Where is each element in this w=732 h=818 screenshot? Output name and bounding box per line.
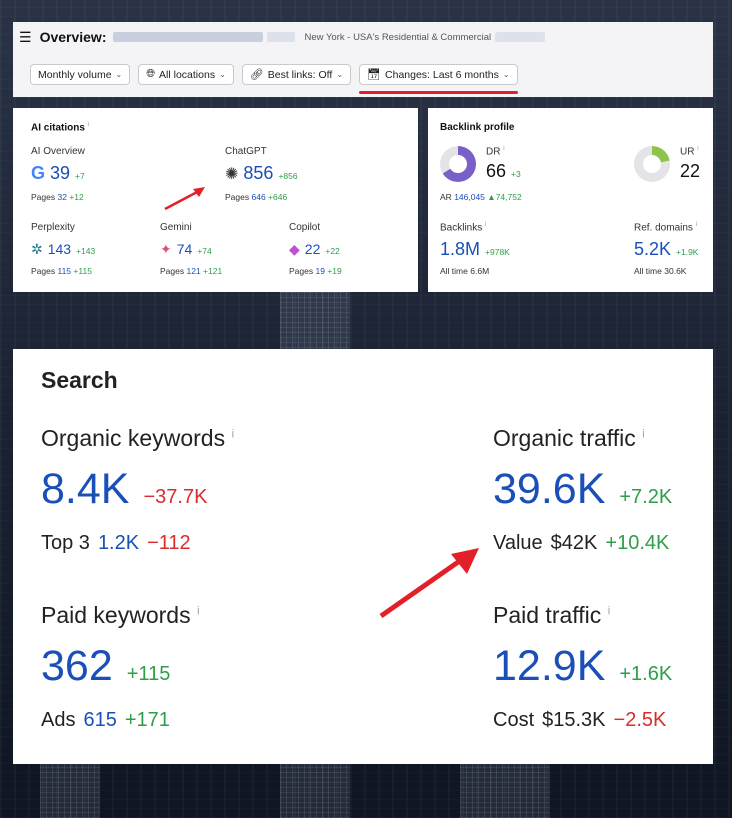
dr-label: DR i <box>486 146 505 158</box>
organic-traffic-value[interactable]: 39.6K +7.2K <box>493 465 673 513</box>
paid-traffic-value[interactable]: 12.9K +1.6K <box>493 642 673 690</box>
paid-traffic-label: Paid traffic i <box>493 602 611 628</box>
ref-domains-label: Ref. domains i <box>634 222 698 234</box>
redacted-text <box>495 32 546 42</box>
locations-dropdown[interactable]: 🌐︎ All locations ⌄ <box>138 64 234 85</box>
info-icon: i <box>196 603 200 618</box>
chevron-down-icon: ⌄ <box>502 70 510 79</box>
overview-title: Overview: <box>39 29 107 45</box>
organic-traffic-value-row: Value $42K +10.4K <box>493 532 670 554</box>
copilot-label: Copilot <box>289 222 321 233</box>
monthly-volume-dropdown[interactable]: Monthly volume ⌄ <box>30 64 131 85</box>
backlinks-label: Backlinks i <box>440 222 487 234</box>
ahrefs-overview-panel: ☰ Overview: New York - USA's Residential… <box>13 22 713 297</box>
ur-label: UR i <box>680 146 699 158</box>
info-icon: i <box>642 426 645 441</box>
info-icon: i <box>231 426 235 441</box>
best-links-dropdown[interactable]: 🔗︎ Best links: Off ⌄ <box>241 64 352 85</box>
ref-domains-alltime: All time 30.6K <box>634 266 687 276</box>
chevron-down-icon: ⌄ <box>336 70 344 79</box>
copilot-icon: ◆ <box>289 241 300 257</box>
location-text: New York - USA's Residential & Commercia… <box>304 31 492 43</box>
ai-overview-pages: Pages 32 +12 <box>31 192 84 202</box>
ur-donut-chart <box>634 146 670 182</box>
chatgpt-icon: ✺ <box>225 166 239 183</box>
link-icon: 🔗︎ <box>249 69 264 81</box>
red-highlight-underline <box>359 91 518 94</box>
red-arrow-annotation <box>164 187 205 211</box>
backlinks-value[interactable]: 1.8M +978K <box>440 239 510 259</box>
paid-keywords-label: Paid keywords i <box>41 602 200 628</box>
chatgpt-label: ChatGPT <box>225 146 267 157</box>
chip-label: Best links: Off <box>267 68 333 81</box>
ref-domains-value[interactable]: 5.2K +1.9K <box>634 239 699 259</box>
dr-donut-chart <box>440 146 476 182</box>
organic-keywords-label: Organic keywords i <box>41 425 235 451</box>
gemini-pages: Pages 121 +121 <box>160 266 223 276</box>
backlink-profile-card: Backlink profile DR i 66 +3 AR 146,045 ▲… <box>428 108 713 292</box>
calendar-icon: 📅︎ <box>367 69 382 81</box>
search-panel: Search Organic keywords i 8.4K −37.7K To… <box>13 349 713 764</box>
chip-label: Monthly volume <box>38 68 112 81</box>
info-icon: i <box>87 122 90 128</box>
info-icon: i <box>607 603 611 618</box>
chevron-down-icon: ⌄ <box>219 70 226 79</box>
organic-keywords-top3: Top 3 1.2K −112 <box>41 532 191 554</box>
chevron-down-icon: ⌄ <box>115 70 123 79</box>
backlinks-alltime: All time 6.6M <box>440 266 490 276</box>
paid-keywords-value[interactable]: 362 +115 <box>41 642 171 690</box>
organic-traffic-label: Organic traffic i <box>493 425 645 451</box>
gemini-icon: ✦ <box>160 241 172 257</box>
ai-overview-value[interactable]: G 39 +7 <box>31 163 85 183</box>
gemini-value[interactable]: ✦ 74 +74 <box>160 241 212 257</box>
gemini-label: Gemini <box>160 222 192 233</box>
copilot-pages: Pages 19 +19 <box>289 266 342 276</box>
filter-bar: Monthly volume ⌄ 🌐︎ All locations ⌄ 🔗︎ B… <box>13 52 713 97</box>
overview-header: ☰ Overview: New York - USA's Residential… <box>13 22 713 52</box>
ur-value[interactable]: 22 <box>680 161 701 181</box>
chip-label: All locations <box>159 68 216 81</box>
chip-label: Changes: Last 6 months <box>385 68 499 81</box>
dr-value[interactable]: 66 +3 <box>486 161 521 181</box>
perplexity-value[interactable]: ✲ 143 +143 <box>31 241 96 257</box>
search-title: Search <box>41 367 118 393</box>
paid-traffic-cost: Cost $15.3K −2.5K <box>493 709 667 731</box>
changes-filter-wrap: 📅︎ Changes: Last 6 months ⌄ <box>359 64 518 94</box>
redacted-text <box>266 32 295 42</box>
organic-keywords-value[interactable]: 8.4K −37.7K <box>41 465 208 513</box>
ar-rank: AR 146,045 ▲74,752 <box>440 192 522 202</box>
metric-cards: AI citations i AI Overview G 39 +7 Pages… <box>13 108 713 292</box>
chatgpt-pages: Pages 646 +646 <box>225 192 288 202</box>
hamburger-icon[interactable]: ☰ <box>19 28 32 45</box>
perplexity-label: Perplexity <box>31 222 75 233</box>
ai-citations-card: AI citations i AI Overview G 39 +7 Pages… <box>13 108 418 292</box>
perplexity-icon: ✲ <box>31 241 43 257</box>
ai-overview-label: AI Overview <box>31 146 85 157</box>
copilot-value[interactable]: ◆ 22 +22 <box>289 241 340 257</box>
backlink-profile-title: Backlink profile <box>440 122 515 133</box>
perplexity-pages: Pages 115 +115 <box>31 266 92 276</box>
ai-citations-title: AI citations i <box>31 122 90 134</box>
paid-keywords-ads: Ads 615 +171 <box>41 709 170 731</box>
red-arrow-annotation <box>379 548 479 619</box>
redacted-domain <box>112 32 263 42</box>
changes-dropdown[interactable]: 📅︎ Changes: Last 6 months ⌄ <box>359 64 518 85</box>
chatgpt-value[interactable]: ✺ 856 +856 <box>225 163 298 183</box>
globe-icon: 🌐︎ <box>146 68 156 80</box>
google-icon: G <box>31 163 46 183</box>
